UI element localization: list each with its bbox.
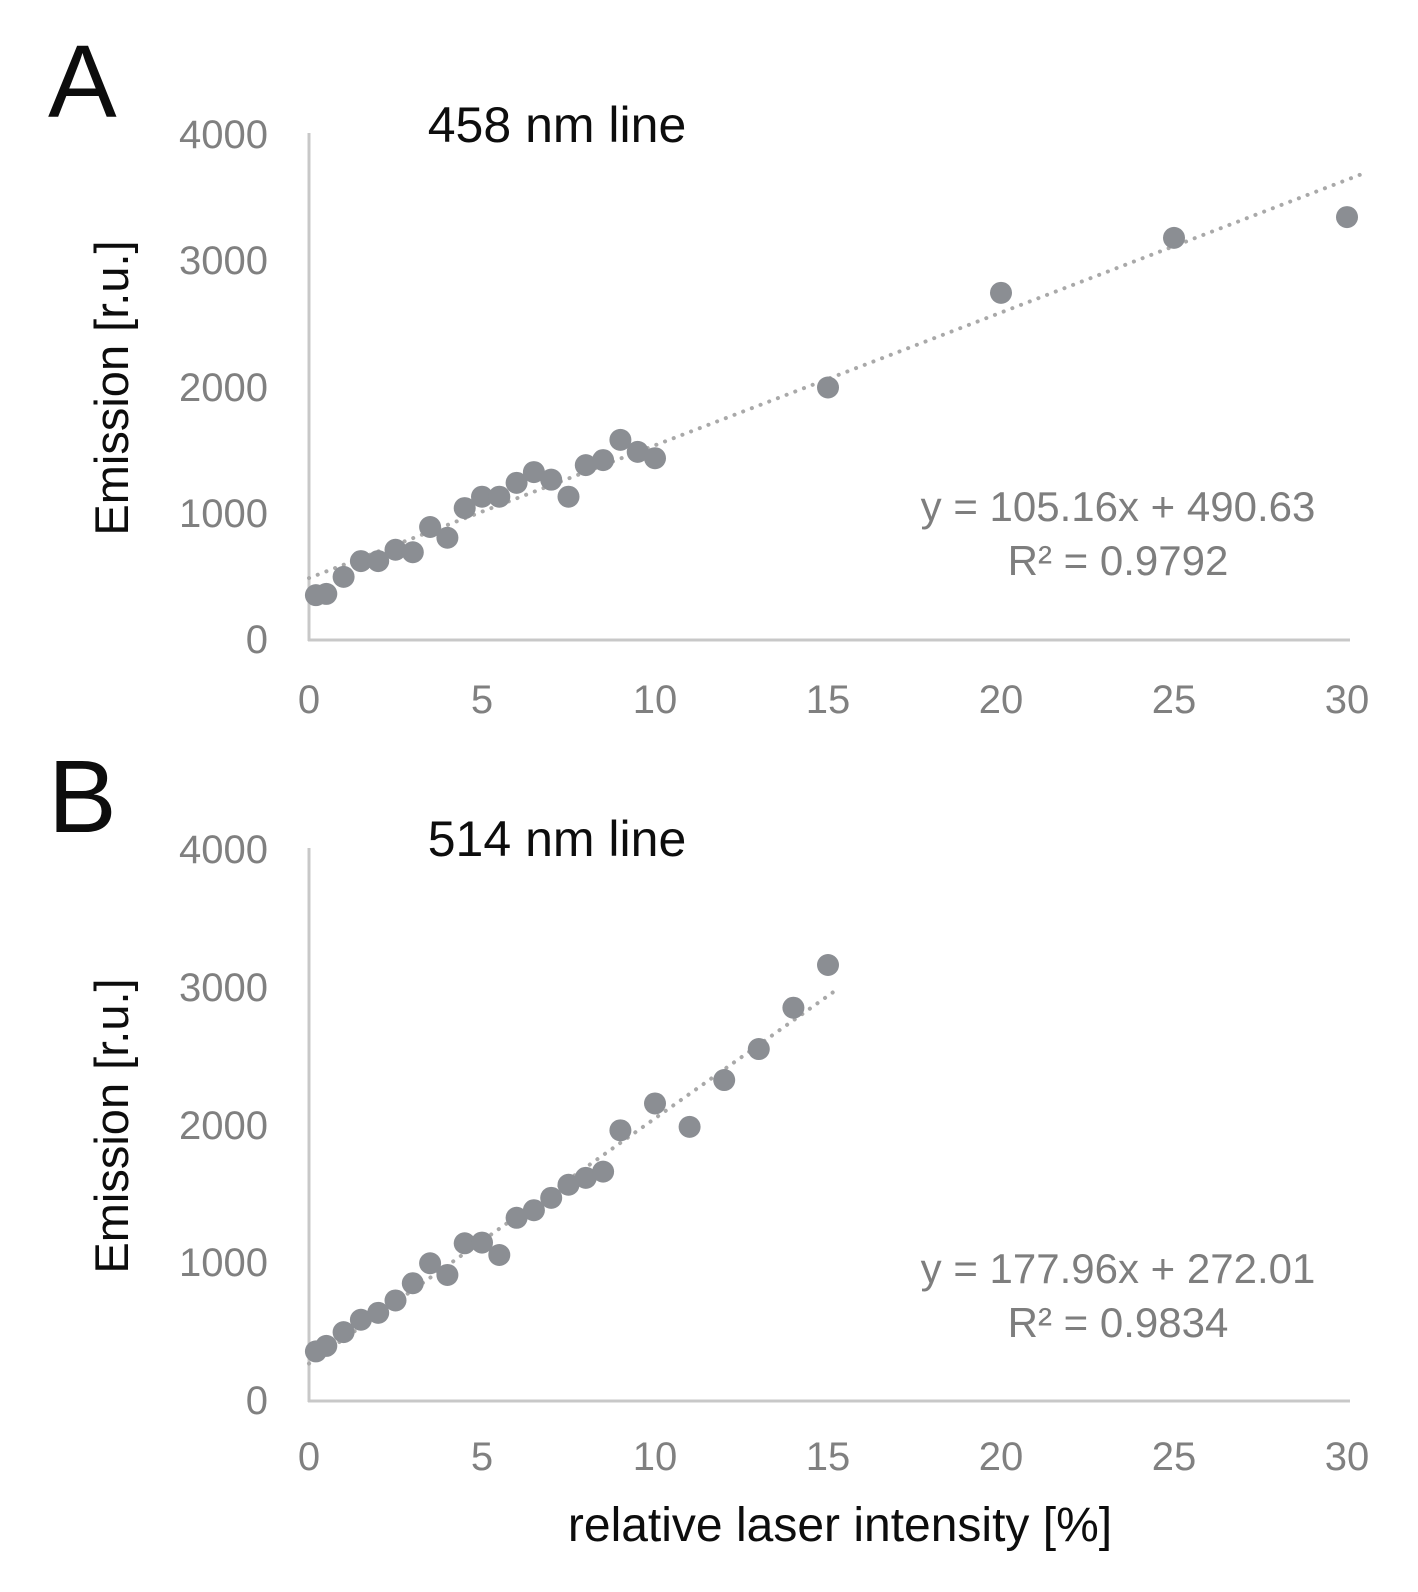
y-tick-label: 4000 bbox=[179, 828, 268, 872]
data-point bbox=[401, 1272, 424, 1295]
data-point bbox=[609, 428, 632, 451]
data-point bbox=[626, 440, 649, 463]
x-tick-label: 0 bbox=[297, 678, 321, 722]
data-point bbox=[419, 1252, 442, 1275]
panel-b-label: B bbox=[48, 739, 117, 854]
data-point bbox=[592, 449, 615, 472]
data-point bbox=[522, 461, 545, 484]
data-point bbox=[540, 468, 563, 491]
data-point bbox=[990, 281, 1012, 304]
data-point bbox=[367, 550, 390, 573]
x-tick-label: 20 bbox=[978, 678, 1024, 722]
trendline bbox=[307, 171, 1365, 581]
data-point bbox=[678, 1115, 701, 1138]
data-point bbox=[644, 1092, 666, 1115]
x-tick-label: 10 bbox=[632, 1435, 678, 1479]
data-point bbox=[574, 1166, 597, 1189]
data-point bbox=[488, 485, 511, 508]
data-point bbox=[817, 954, 839, 977]
data-point bbox=[436, 526, 459, 549]
y-tick-label: 0 bbox=[245, 618, 268, 662]
data-point bbox=[817, 376, 839, 399]
data-point bbox=[367, 1301, 390, 1324]
data-point bbox=[782, 996, 805, 1019]
data-point bbox=[349, 550, 372, 573]
y-tick-label: 1000 bbox=[179, 1241, 268, 1286]
panel-b-title: 514 nm line bbox=[427, 811, 687, 867]
data-point bbox=[522, 1199, 545, 1222]
y-tick-label: 4000 bbox=[179, 113, 268, 157]
data-point bbox=[315, 1334, 338, 1357]
x-tick-label: 30 bbox=[1324, 678, 1370, 722]
data-point bbox=[644, 447, 666, 470]
panel-a-label: A bbox=[48, 24, 117, 139]
data-point bbox=[1163, 226, 1185, 249]
data-point bbox=[747, 1038, 770, 1061]
x-tick-label: 25 bbox=[1151, 1435, 1197, 1479]
data-point bbox=[540, 1186, 563, 1209]
x-tick-label: 30 bbox=[1324, 1435, 1370, 1479]
x-tick-label: 25 bbox=[1151, 678, 1197, 722]
panel-a-r-squared: R² = 0.9792 bbox=[1007, 537, 1229, 584]
data-point bbox=[488, 1243, 511, 1266]
panel-b-equation-line: y = 177.96x + 272.01 bbox=[920, 1245, 1316, 1292]
data-point bbox=[349, 1308, 372, 1331]
data-point bbox=[419, 516, 442, 539]
data-point bbox=[471, 485, 493, 508]
y-tick-label: 2000 bbox=[179, 1103, 268, 1148]
data-point bbox=[384, 1289, 407, 1312]
data-point bbox=[713, 1069, 736, 1092]
x-tick-label: 0 bbox=[297, 1435, 321, 1479]
panel-a-equation: y = 105.16x + 490.63 R² = 0.9792 bbox=[868, 480, 1368, 588]
x-axis-label: relative laser intensity [%] bbox=[567, 1499, 1113, 1552]
data-point bbox=[332, 1321, 355, 1344]
x-tick-label: 5 bbox=[470, 1435, 494, 1479]
data-point bbox=[332, 565, 355, 588]
data-point bbox=[609, 1119, 632, 1142]
y-tick-label: 1000 bbox=[179, 491, 268, 536]
x-tick-label: 15 bbox=[805, 678, 851, 722]
panel-a-equation-line: y = 105.16x + 490.63 bbox=[920, 483, 1316, 530]
x-tick-label: 15 bbox=[805, 1435, 851, 1479]
trendline bbox=[307, 985, 843, 1366]
y-tick-label: 3000 bbox=[179, 965, 268, 1010]
data-point bbox=[453, 497, 476, 520]
x-tick-label: 20 bbox=[978, 1435, 1024, 1479]
data-point bbox=[436, 1263, 459, 1286]
data-point bbox=[384, 538, 407, 561]
data-point bbox=[557, 485, 580, 508]
data-point bbox=[592, 1160, 615, 1183]
data-point bbox=[505, 471, 528, 494]
x-tick-label: 5 bbox=[470, 678, 494, 722]
panel-a-title: 458 nm line bbox=[427, 97, 687, 153]
data-point bbox=[505, 1206, 528, 1229]
data-point bbox=[471, 1231, 493, 1254]
panel-b-equation: y = 177.96x + 272.01 R² = 0.9834 bbox=[868, 1242, 1368, 1350]
y-tick-label: 0 bbox=[245, 1379, 268, 1423]
data-point bbox=[1336, 206, 1358, 229]
data-point bbox=[557, 1173, 580, 1196]
data-point bbox=[453, 1232, 476, 1255]
data-point bbox=[401, 541, 424, 564]
panel-b-r-squared: R² = 0.9834 bbox=[1007, 1299, 1229, 1346]
data-point bbox=[315, 582, 338, 605]
x-tick-label: 10 bbox=[632, 678, 678, 722]
y-tick-label: 2000 bbox=[179, 365, 268, 410]
data-point bbox=[574, 454, 597, 477]
y-tick-label: 3000 bbox=[179, 239, 268, 284]
